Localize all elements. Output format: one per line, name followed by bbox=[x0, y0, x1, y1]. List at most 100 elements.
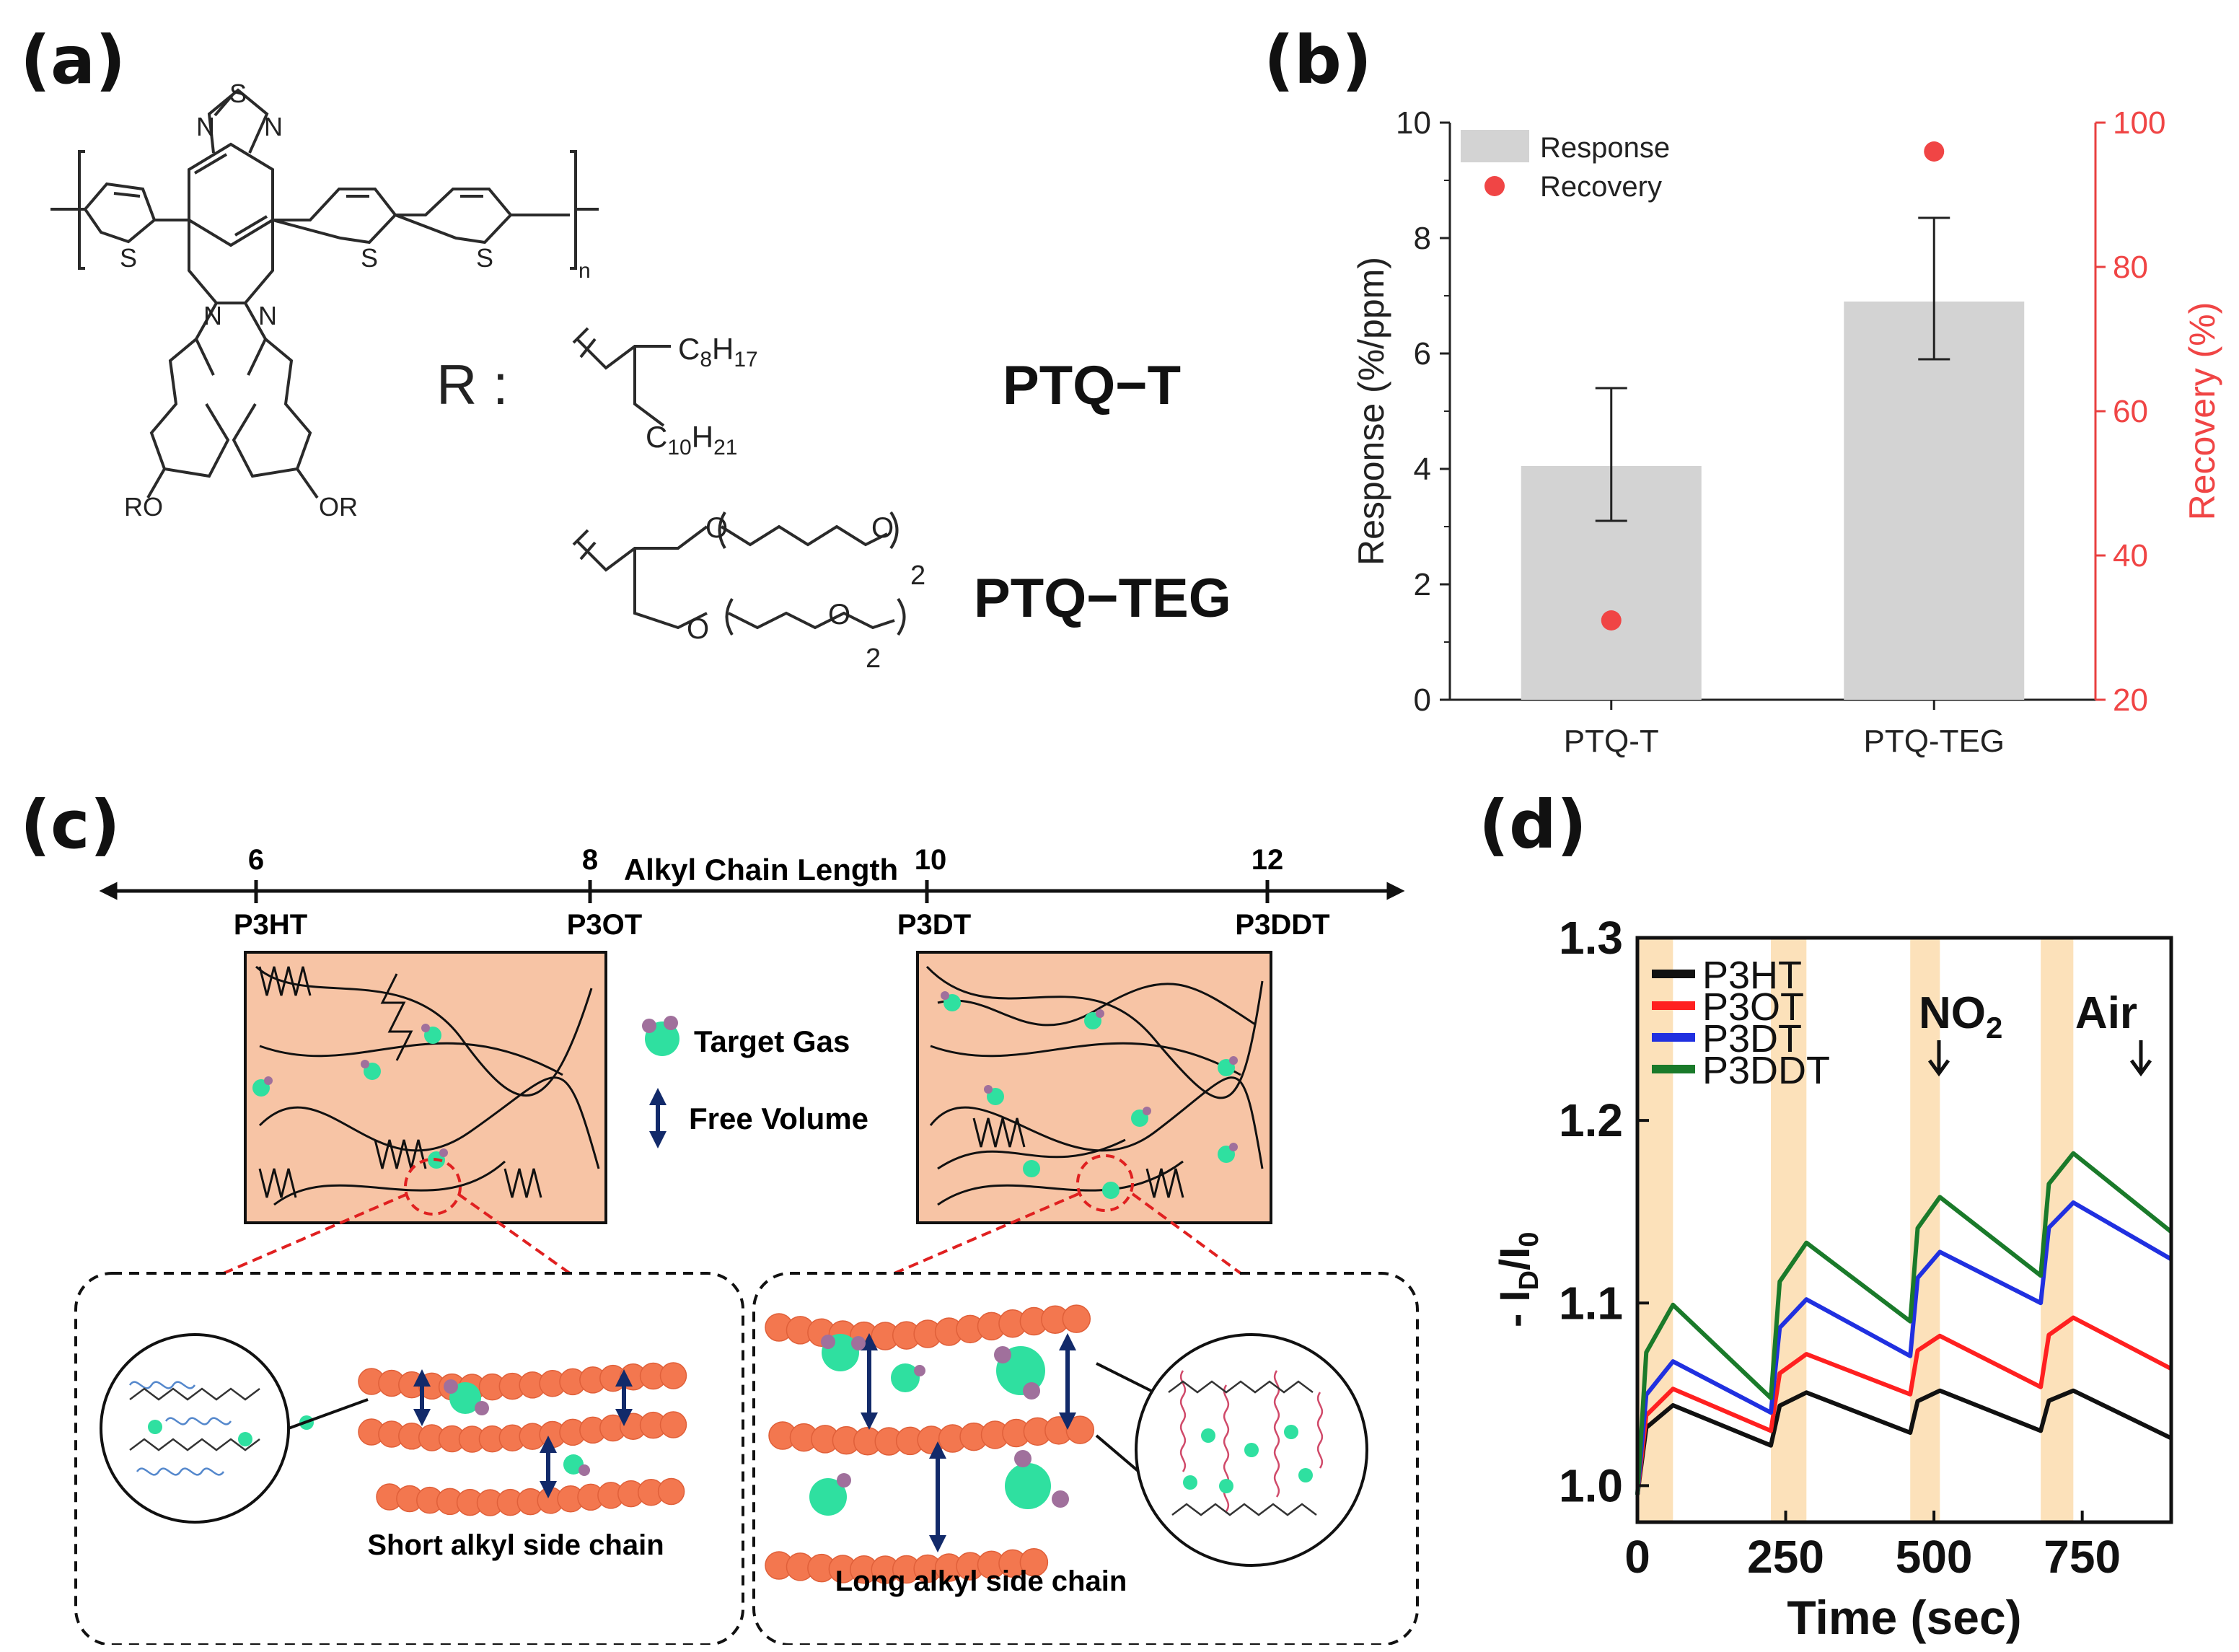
group-ro: RO bbox=[124, 492, 163, 522]
panel-label-a: (a) bbox=[20, 22, 126, 99]
atom-n-bottom-right: N bbox=[258, 301, 277, 330]
d-xtick-label-0: 0 bbox=[1624, 1531, 1650, 1583]
b-legend-recovery-dot bbox=[1484, 176, 1505, 196]
c-film-long bbox=[916, 951, 1272, 1224]
b-xtick-label-ptq-teg: PTQ-TEG bbox=[1863, 724, 2005, 759]
c-chain-bead bbox=[659, 1362, 687, 1389]
b-ytick-right-label-20: 20 bbox=[2113, 682, 2148, 718]
c10h21-label: C10H21 bbox=[646, 420, 737, 460]
c-tick-num-8: 8 bbox=[582, 844, 598, 876]
d-annot-no2-arrow bbox=[1927, 1040, 1950, 1077]
subscript-2-teg-1: 2 bbox=[910, 561, 925, 591]
atom-s-thiophene-1: S bbox=[120, 243, 137, 273]
c8h17-label: C8H17 bbox=[678, 332, 758, 372]
d-legend-label-p3dt: P3DT bbox=[1702, 1017, 1802, 1060]
b-errorbar-ptq-t bbox=[1595, 387, 1627, 522]
c-tick-name-p3dt: P3DT bbox=[897, 909, 971, 941]
c-zoom-circle-short bbox=[404, 1158, 462, 1216]
c-box-long bbox=[752, 1272, 1419, 1645]
atom-o-teg-1a: O bbox=[705, 512, 728, 544]
d-annot-air-arrow bbox=[2129, 1040, 2152, 1077]
b-ytick-label-8: 8 bbox=[1414, 221, 1431, 256]
d-annot-no2: NO2 bbox=[1919, 988, 2002, 1045]
atom-n-top-right: N bbox=[264, 112, 283, 141]
d-legend-label-p3ht: P3HT bbox=[1702, 954, 1802, 997]
ptq-t-label: PTQ−T bbox=[1003, 355, 1181, 416]
b-xtick-label-ptq-t: PTQ-T bbox=[1564, 724, 1659, 759]
d-legend-label-p3ot: P3OT bbox=[1702, 985, 1804, 1029]
c-legend-gas-label: Target Gas bbox=[694, 1024, 850, 1058]
atom-o-teg-2b: O bbox=[828, 599, 850, 631]
d-plot-frame bbox=[1635, 936, 2173, 1524]
panel-label-c: (c) bbox=[20, 786, 120, 864]
atom-o-teg-2a: O bbox=[687, 613, 709, 645]
b-ytick-label-0: 0 bbox=[1414, 682, 1431, 718]
b-recovery-dot-ptq-t bbox=[1601, 610, 1622, 631]
b-legend-response-label: Response bbox=[1540, 132, 1670, 164]
b-ytick-right-label-40: 40 bbox=[2113, 538, 2148, 574]
d-series-p3ddt bbox=[1635, 1151, 2173, 1495]
c-chain-bead bbox=[659, 1411, 687, 1438]
c-chain-bead bbox=[1062, 1304, 1091, 1333]
c-tick-num-10: 10 bbox=[915, 844, 947, 876]
panel-c-schematic: 6 8 10 12 Alkyl Chain Length P3HT P3OT P… bbox=[74, 844, 1419, 1645]
d-series-p3dt bbox=[1635, 1200, 2173, 1495]
atom-n-bottom-left: N bbox=[203, 301, 222, 330]
atom-n-top-left: N bbox=[196, 112, 215, 141]
b-ytick-label-6: 6 bbox=[1414, 336, 1431, 372]
b-ytick-right-label-80: 80 bbox=[2113, 250, 2148, 285]
c-zoom-circle-long bbox=[1076, 1154, 1134, 1212]
panel-label-b: (b) bbox=[1264, 22, 1372, 99]
c-axis-title: Alkyl Chain Length bbox=[624, 853, 898, 887]
d-series-p3ht bbox=[1635, 1388, 2173, 1495]
b-recovery-dot-ptq-teg bbox=[1924, 141, 1945, 162]
c-chain-bead bbox=[1019, 1548, 1049, 1577]
atom-o-teg-1b: O bbox=[871, 512, 894, 544]
b-ytick-label-10: 10 bbox=[1396, 105, 1431, 141]
b-ytick-right-label-60: 60 bbox=[2113, 394, 2148, 429]
c-chain-bead bbox=[657, 1477, 685, 1506]
group-or: OR bbox=[319, 492, 358, 522]
d-xtick-label-250: 250 bbox=[1747, 1531, 1824, 1583]
c-tick-name-p3ot: P3OT bbox=[567, 909, 642, 941]
c-legend-volume-label: Free Volume bbox=[689, 1102, 868, 1135]
atom-s-thiophene-3: S bbox=[476, 243, 493, 273]
c-short-label: Short alkyl side chain bbox=[367, 1529, 664, 1561]
c-film-short bbox=[244, 951, 607, 1224]
d-legend-label-p3ddt: P3DDT bbox=[1702, 1049, 1830, 1092]
b-legend-response-swatch bbox=[1461, 130, 1529, 162]
b-ytick-label-4: 4 bbox=[1414, 452, 1431, 487]
d-xtick-label-750: 750 bbox=[2044, 1531, 2121, 1583]
subscript-n: n bbox=[579, 259, 591, 283]
d-ytick-label-1.2: 1.2 bbox=[1559, 1094, 1623, 1146]
d-ytick-label-1.3: 1.3 bbox=[1559, 912, 1623, 964]
atom-s-top: S bbox=[229, 79, 247, 108]
c-tick-num-12: 12 bbox=[1252, 844, 1284, 876]
d-ylabel: - ID/I0 bbox=[1492, 1232, 1544, 1327]
c-tick-num-6: 6 bbox=[248, 844, 264, 876]
b-errorbar-ptq-teg bbox=[1918, 216, 1950, 361]
b-ylabel-right: Recovery (%) bbox=[2182, 302, 2222, 521]
c-box-short bbox=[74, 1272, 744, 1645]
d-series-p3ot bbox=[1635, 1315, 2173, 1495]
b-legend-recovery-label: Recovery bbox=[1540, 171, 1662, 203]
c-long-label: Long alkyl side chain bbox=[835, 1565, 1127, 1597]
panel-a-structure: S N N S S S n N N RO OR R : C8H17 C10H21… bbox=[50, 79, 1231, 674]
d-xlabel: Time (sec) bbox=[1787, 1591, 2021, 1644]
c-tick-name-p3ht: P3HT bbox=[234, 909, 307, 941]
b-ytick-label-2: 2 bbox=[1414, 567, 1431, 602]
atom-s-thiophene-2: S bbox=[361, 243, 378, 273]
b-ylabel: Response (%/ppm) bbox=[1351, 257, 1391, 566]
panel-d-chart: 1.0 1.1 1.2 1.3 0 250 500 750 - ID/I0 Time (se… bbox=[1492, 912, 2173, 1644]
r-label: R : bbox=[436, 353, 509, 416]
d-ytick-label-1.1: 1.1 bbox=[1559, 1277, 1623, 1329]
c-chain-bead bbox=[1065, 1415, 1095, 1444]
d-annot-air: Air bbox=[2075, 988, 2137, 1038]
panel-b-chart: 0 2 4 6 8 10 20 40 60 80 100 PTQ-T PTQ-TEG Respons… bbox=[1351, 105, 2222, 759]
panel-label-d: (d) bbox=[1479, 786, 1587, 864]
d-ytick-label-1.0: 1.0 bbox=[1559, 1459, 1623, 1511]
ptq-teg-label: PTQ−TEG bbox=[974, 568, 1231, 629]
d-exposure-band-3 bbox=[1910, 938, 1940, 1522]
b-bar-ptq-teg bbox=[1844, 302, 2025, 700]
subscript-2-teg-2: 2 bbox=[866, 643, 881, 674]
